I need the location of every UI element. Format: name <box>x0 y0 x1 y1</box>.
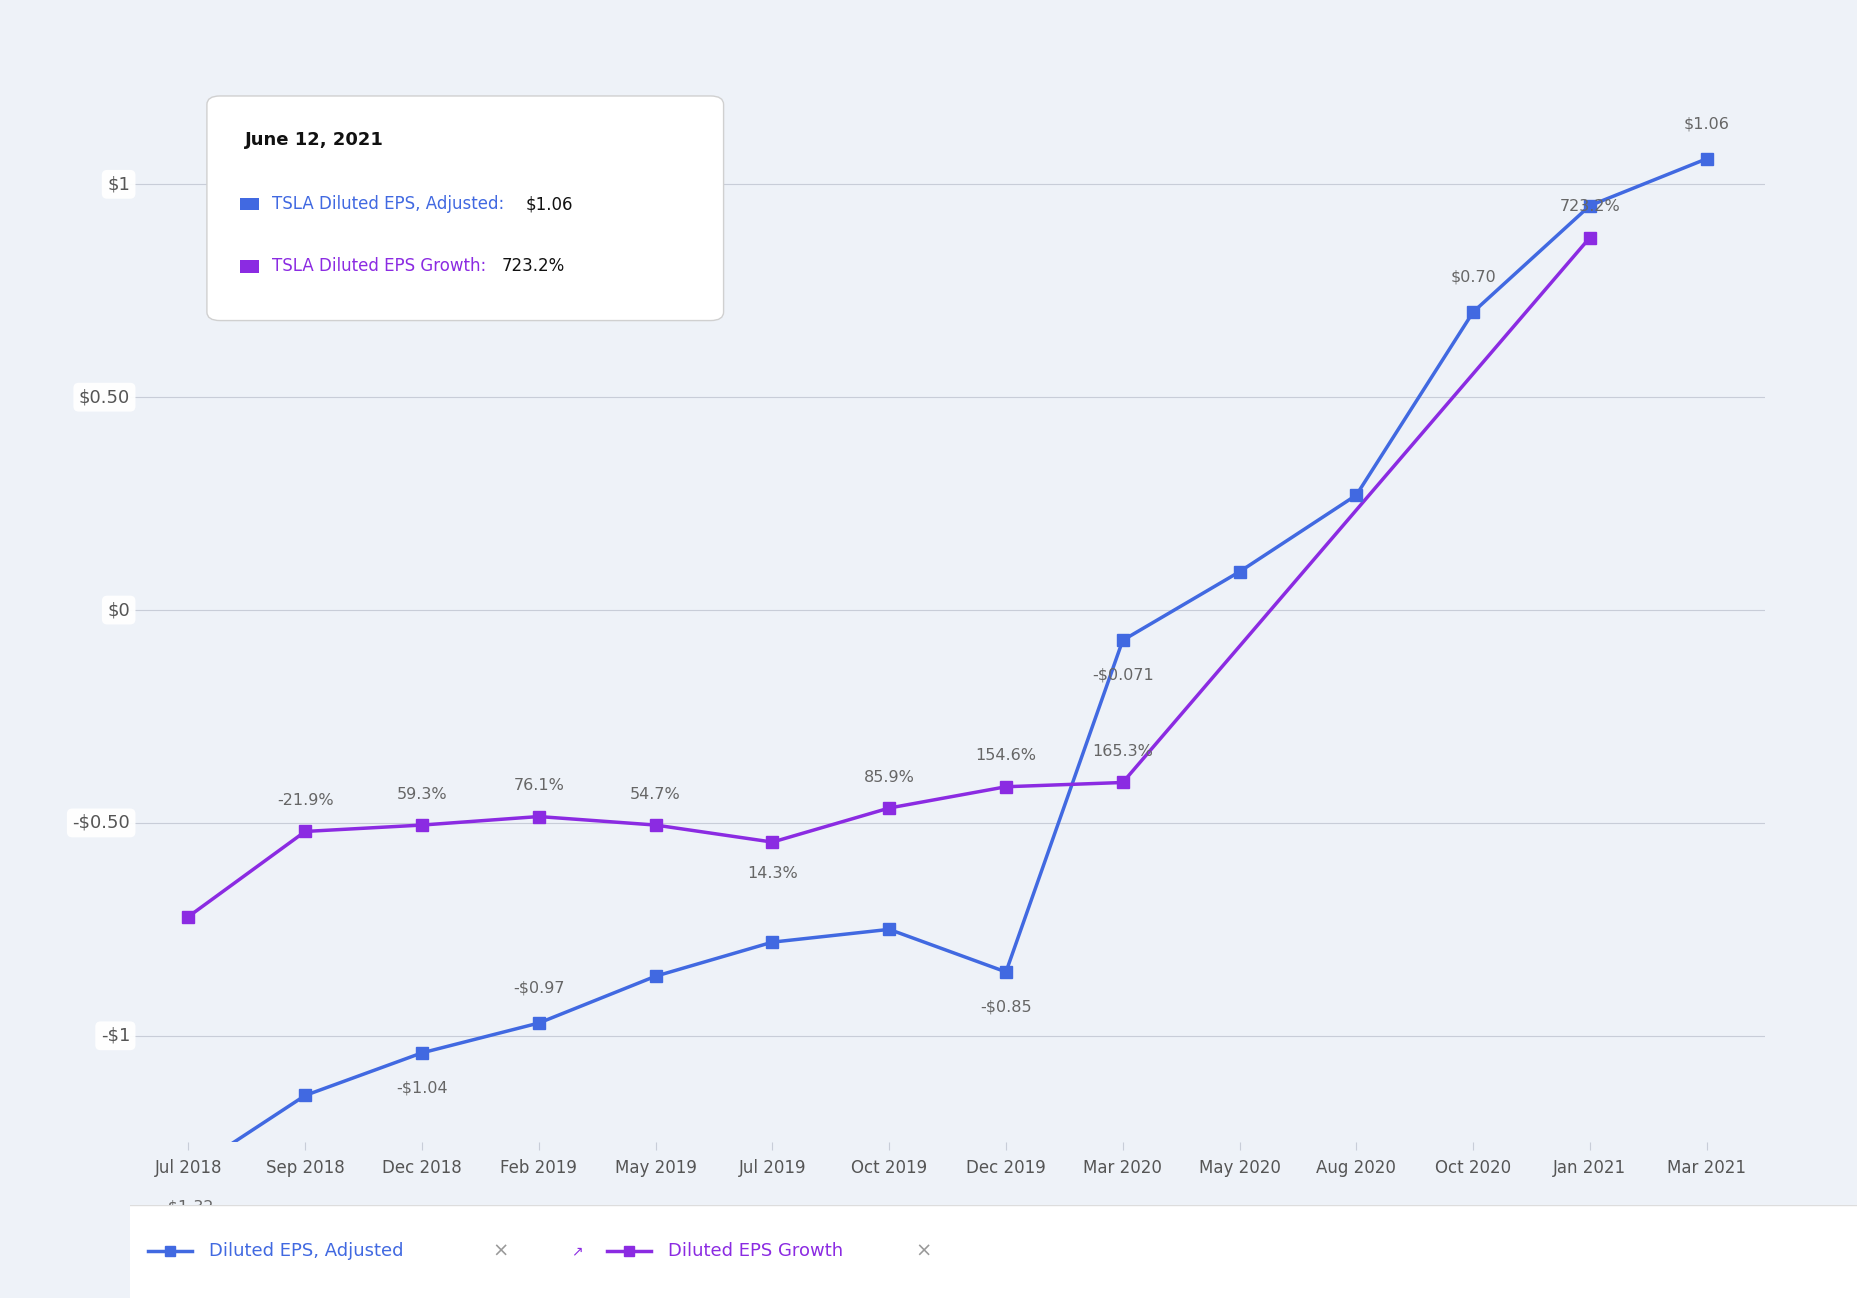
Text: -$0.50: -$0.50 <box>72 814 130 832</box>
Text: -$1.04: -$1.04 <box>396 1080 448 1096</box>
Text: $0.70: $0.70 <box>1450 270 1495 284</box>
Text: -$0.97: -$0.97 <box>513 980 565 996</box>
Text: ↗: ↗ <box>572 1245 583 1258</box>
Text: -$0.85: -$0.85 <box>980 999 1031 1015</box>
Text: 723.2%: 723.2% <box>1558 199 1619 214</box>
Text: -21.9%: -21.9% <box>277 793 334 809</box>
Text: 54.7%: 54.7% <box>630 787 682 802</box>
Text: 85.9%: 85.9% <box>864 770 914 784</box>
Text: TSLA Diluted EPS Growth:: TSLA Diluted EPS Growth: <box>273 257 487 275</box>
Text: $0: $0 <box>108 601 130 619</box>
Text: TSLA Diluted EPS, Adjusted:: TSLA Diluted EPS, Adjusted: <box>273 195 505 213</box>
Text: $1.06: $1.06 <box>1682 116 1729 131</box>
FancyBboxPatch shape <box>240 260 260 273</box>
Text: -$1.32: -$1.32 <box>163 1199 214 1215</box>
Text: 59.3%: 59.3% <box>397 787 448 802</box>
Text: 14.3%: 14.3% <box>747 866 797 880</box>
Text: Diluted EPS Growth: Diluted EPS Growth <box>669 1242 843 1260</box>
Text: $0.50: $0.50 <box>78 388 130 406</box>
FancyBboxPatch shape <box>206 96 722 321</box>
Text: June 12, 2021: June 12, 2021 <box>245 131 383 149</box>
Text: 154.6%: 154.6% <box>975 749 1036 763</box>
Text: $1.06: $1.06 <box>526 195 574 213</box>
Text: ×: × <box>916 1242 932 1260</box>
Text: 723.2%: 723.2% <box>501 257 565 275</box>
Text: 165.3%: 165.3% <box>1092 744 1153 759</box>
Text: -$0.071: -$0.071 <box>1092 668 1153 683</box>
Text: Diluted EPS, Adjusted: Diluted EPS, Adjusted <box>210 1242 403 1260</box>
Text: $1: $1 <box>108 175 130 193</box>
Text: 76.1%: 76.1% <box>513 778 565 793</box>
FancyBboxPatch shape <box>240 197 260 210</box>
Text: -$1: -$1 <box>100 1027 130 1045</box>
Text: ×: × <box>492 1242 509 1260</box>
